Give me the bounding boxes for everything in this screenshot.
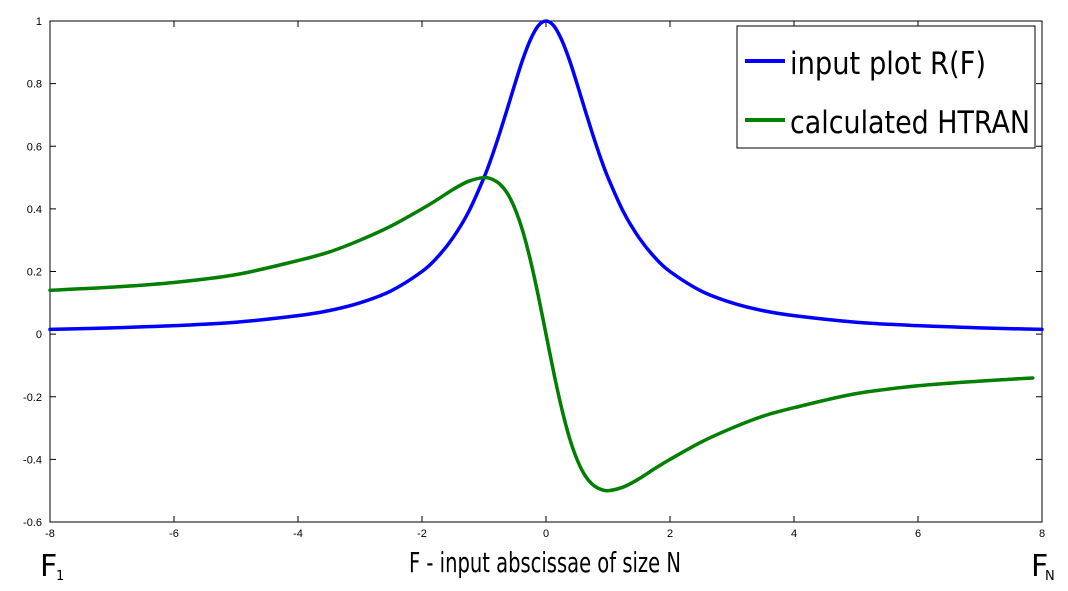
x-end-label: F bbox=[1031, 549, 1048, 584]
x-tick-label: -4 bbox=[293, 528, 303, 540]
x-start-subscript: 1 bbox=[56, 569, 64, 584]
x-tick-label: -8 bbox=[45, 528, 55, 540]
x-tick-label: 6 bbox=[915, 528, 921, 540]
x-tick-label: -2 bbox=[417, 528, 427, 540]
x-tick-label: 8 bbox=[1039, 528, 1045, 540]
x-tick-label: -6 bbox=[169, 528, 179, 540]
x-start-label: F bbox=[40, 549, 57, 584]
x-tick-label: 2 bbox=[667, 528, 673, 540]
x-tick-label: 0 bbox=[543, 528, 549, 540]
y-tick-label: 0 bbox=[36, 329, 42, 341]
x-end-subscript: N bbox=[1045, 569, 1055, 584]
y-tick-label: -0.4 bbox=[23, 454, 42, 466]
y-tick-label: 0.8 bbox=[27, 79, 42, 91]
y-tick-label: -0.2 bbox=[23, 392, 42, 404]
legend-label-input: input plot R(F) bbox=[790, 46, 986, 82]
legend-box bbox=[736, 25, 1036, 149]
y-tick-label: -0.6 bbox=[23, 517, 42, 529]
x-axis-label: F - input abscissae of size N bbox=[409, 546, 681, 579]
series-line-calculated-htran bbox=[48, 175, 1035, 493]
series-line-input-plot bbox=[48, 19, 1044, 332]
y-tick-label: 0.6 bbox=[27, 141, 42, 153]
y-tick-label: 0.4 bbox=[27, 204, 42, 216]
lines-layer bbox=[48, 19, 1044, 493]
legend: input plot R(F) calculated HTRAN bbox=[736, 25, 1036, 149]
y-tick-label: 1 bbox=[36, 16, 42, 28]
x-tick-label: 4 bbox=[791, 528, 797, 540]
ticks-layer: -8 -6 -4 -2 0 2 4 6 8 -0.6 -0.4 -0.2 0 0.2 0.4 0.6 0.8 1 bbox=[23, 16, 1045, 540]
y-tick-label: 0.2 bbox=[27, 267, 42, 279]
legend-label-htran: calculated HTRAN bbox=[790, 105, 1030, 141]
